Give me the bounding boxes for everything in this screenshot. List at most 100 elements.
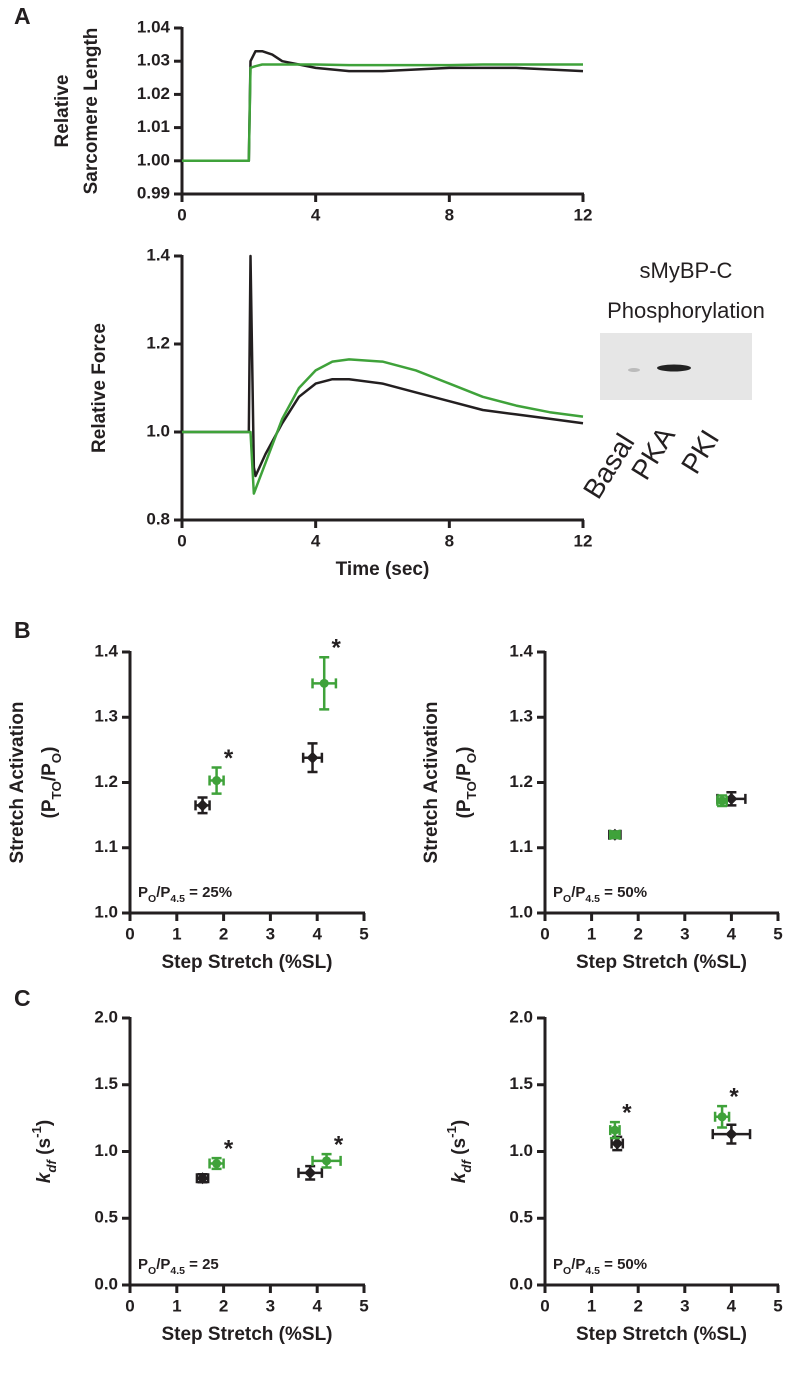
label-part: /P — [571, 884, 585, 901]
label-part: df — [44, 1159, 59, 1173]
significance-mark: * — [334, 1132, 344, 1159]
x-tick-label: 1 — [587, 924, 596, 943]
label-part: ) — [449, 1120, 470, 1126]
lane-label: PKI — [675, 424, 725, 479]
x-tick-label: 5 — [359, 1296, 368, 1315]
data-point — [304, 1166, 317, 1179]
x-tick-label: 1 — [172, 1296, 181, 1315]
data-line — [182, 254, 584, 478]
label-part: = 25% — [185, 884, 232, 901]
significance-mark: * — [224, 1136, 234, 1163]
label-part: ) — [34, 1120, 55, 1126]
label-part: -1 — [29, 1125, 44, 1137]
x-tick-label: 3 — [680, 924, 689, 943]
x-tick-label: 8 — [445, 205, 454, 224]
y-axis-label: Stretch Activation — [421, 702, 442, 864]
x-tick-label: 2 — [633, 924, 642, 943]
data-point — [212, 776, 222, 786]
x-tick-label: 4 — [727, 924, 737, 943]
label-part: TO — [464, 781, 479, 799]
x-tick-label: 0 — [540, 924, 549, 943]
x-tick-label: 3 — [266, 1296, 275, 1315]
x-axis-label: Step Stretch (%SL) — [161, 1324, 332, 1345]
y-axis-label: Relative Force — [89, 323, 110, 453]
y-tick-label: 1.00 — [137, 150, 170, 169]
y-tick-label: 1.4 — [509, 641, 533, 660]
y-tick-label: 1.5 — [509, 1074, 533, 1093]
x-tick-label: 3 — [680, 1296, 689, 1315]
annotation: PO/P4.5 = 50% — [553, 884, 647, 905]
label-part: O — [148, 1265, 156, 1277]
panel-label: C — [14, 985, 31, 1011]
y-tick-label: 0.99 — [137, 183, 170, 202]
annotation: PO/P4.5 = 25% — [138, 884, 232, 905]
x-tick-label: 2 — [219, 1296, 228, 1315]
data-point — [717, 796, 727, 806]
y-tick-label: 1.02 — [137, 84, 170, 103]
y-tick-label: 0.0 — [94, 1274, 118, 1293]
y-axis-label: (PTO/PO) — [454, 747, 479, 819]
significance-mark: * — [332, 635, 342, 662]
x-tick-label: 0 — [177, 531, 186, 550]
y-axis-label: kdf (s-1) — [29, 1120, 59, 1183]
label-part: TO — [49, 781, 64, 799]
data-point — [725, 792, 738, 805]
y-axis-label: (PTO/PO) — [39, 747, 64, 819]
y-tick-label: 1.5 — [94, 1074, 118, 1093]
label-part: P — [138, 1256, 148, 1273]
blot-title: sMyBP-C — [640, 258, 733, 283]
label-part: /P — [454, 763, 475, 781]
data-point — [306, 751, 319, 764]
data-point — [611, 1137, 624, 1150]
y-tick-label: 1.2 — [94, 772, 118, 791]
data-point — [717, 1112, 727, 1122]
x-tick-label: 4 — [311, 205, 321, 224]
label-part: O — [49, 753, 64, 763]
panel-label: B — [14, 617, 31, 643]
y-tick-label: 0.5 — [94, 1208, 118, 1227]
data-point — [319, 678, 329, 688]
data-point — [610, 830, 620, 840]
y-tick-label: 1.4 — [94, 641, 118, 660]
annotation: PO/P4.5 = 25 — [138, 1256, 219, 1277]
label-part: P — [553, 884, 563, 901]
y-tick-label: 1.0 — [509, 1141, 533, 1160]
x-axis-label: Step Stretch (%SL) — [161, 952, 332, 973]
y-axis-label: kdf (s-1) — [444, 1120, 474, 1183]
label-part: /P — [571, 1256, 585, 1273]
y-tick-label: 2.0 — [94, 1007, 118, 1026]
significance-mark: * — [224, 745, 234, 772]
x-tick-label: 4 — [311, 531, 321, 550]
y-tick-label: 1.4 — [146, 245, 170, 264]
label-part: /P — [156, 1256, 170, 1273]
label-part: 4.5 — [585, 893, 600, 905]
label-part: k — [449, 1171, 470, 1183]
significance-mark: * — [622, 1099, 632, 1126]
x-tick-label: 2 — [219, 924, 228, 943]
y-tick-label: 1.01 — [137, 117, 170, 136]
x-tick-label: 12 — [574, 205, 593, 224]
label-part: = 50% — [600, 1256, 647, 1273]
label-part: /P — [156, 884, 170, 901]
label-part: O — [563, 893, 571, 905]
label-part: (s — [449, 1138, 470, 1160]
x-tick-label: 4 — [312, 924, 322, 943]
annotation: PO/P4.5 = 50% — [553, 1256, 647, 1277]
panel-label: A — [14, 3, 31, 29]
x-tick-label: 0 — [177, 205, 186, 224]
y-tick-label: 1.03 — [137, 51, 170, 70]
blot-band — [657, 364, 691, 372]
x-tick-label: 1 — [172, 924, 181, 943]
y-tick-label: 0.8 — [146, 509, 170, 528]
x-tick-label: 5 — [773, 924, 782, 943]
x-tick-label: 5 — [773, 1296, 782, 1315]
label-part: k — [34, 1171, 55, 1183]
label-part: ) — [39, 747, 60, 753]
x-tick-label: 0 — [125, 1296, 134, 1315]
label-part: = 50% — [600, 884, 647, 901]
x-tick-label: 3 — [266, 924, 275, 943]
label-part: P — [138, 884, 148, 901]
y-tick-label: 2.0 — [509, 1007, 533, 1026]
y-tick-label: 0.0 — [509, 1274, 533, 1293]
y-axis-label: Stretch Activation — [7, 702, 28, 864]
